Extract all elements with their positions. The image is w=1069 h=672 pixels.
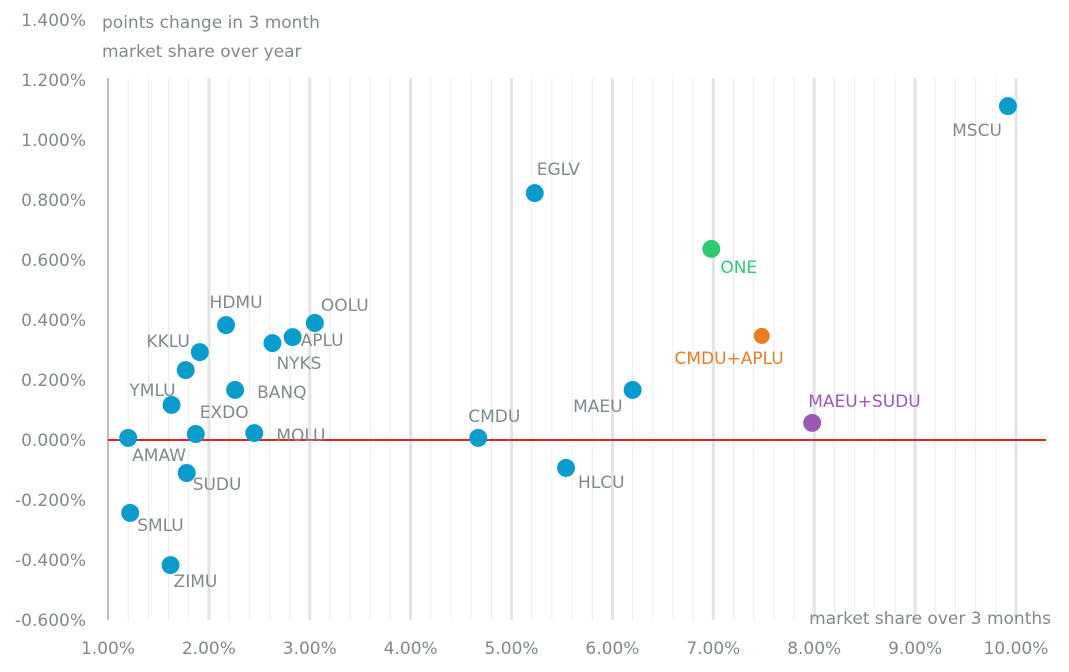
data-point-aplu <box>283 328 302 347</box>
point-label: NYKS <box>276 354 321 374</box>
point-label: HLCU <box>578 473 625 493</box>
x-tick-label: 5.00% <box>485 639 539 659</box>
data-point-mscu <box>998 97 1017 116</box>
data-point-hdmu <box>217 316 236 335</box>
data-point-molu <box>245 424 264 443</box>
point-label: SMLU <box>137 516 184 536</box>
data-point-amaw <box>119 428 138 447</box>
x-tick-label: 6.00% <box>585 639 639 659</box>
x-tick-label: 8.00% <box>787 639 841 659</box>
y-tick-label: 0.800% <box>21 191 86 211</box>
point-label: APLU <box>301 331 344 351</box>
point-label: ZIMU <box>174 572 218 592</box>
data-point-kklu <box>190 343 209 362</box>
y-tick-label: 0.000% <box>21 431 86 451</box>
gridlines <box>127 78 1018 620</box>
point-label: AMAW <box>132 446 186 466</box>
point-label: BANQ <box>257 383 306 403</box>
point-label: EXDO <box>200 403 249 423</box>
x-tick-label: 4.00% <box>384 639 438 659</box>
data-point-cmdu <box>469 428 488 447</box>
point-label: KKLU <box>146 332 189 352</box>
y-tick-label: 0.600% <box>21 251 86 271</box>
data-points: MSCU EGLV ONE CMDU+APLU MAEU+SUDU MAEU CMDU HLC… <box>119 97 1017 592</box>
data-point-hlcu <box>557 458 576 477</box>
point-label: YMLU <box>128 381 175 401</box>
data-point-maeu-sudu <box>803 413 822 432</box>
x-tick-label: 9.00% <box>888 639 942 659</box>
x-axis-ticks: 1.00% 2.00% 3.00% 4.00% 5.00% 6.00% 7.00% 8.00%… <box>81 639 1048 659</box>
y-tick-label: -0.400% <box>15 551 86 571</box>
data-point-sudu <box>177 464 196 482</box>
point-label: MOLU <box>276 426 325 446</box>
data-point-eglv <box>525 184 544 203</box>
data-point-cmdu-aplu <box>753 327 770 344</box>
point-label: MSCU <box>952 121 1002 141</box>
data-point-smlu <box>121 503 140 522</box>
x-tick-label: 3.00% <box>283 639 337 659</box>
point-label: ONE <box>720 258 757 278</box>
y-axis-title-line1: points change in 3 month <box>102 13 320 33</box>
point-label: CMDU <box>468 407 520 427</box>
x-tick-label: 7.00% <box>686 639 740 659</box>
y-tick-label: 1.200% <box>21 71 86 91</box>
point-label: CMDU+APLU <box>674 349 783 369</box>
x-tick-label: 1.00% <box>81 639 135 659</box>
y-tick-label: -0.600% <box>15 611 86 631</box>
point-label: EGLV <box>537 160 581 180</box>
point-label: MAEU+SUDU <box>808 392 921 412</box>
point-label: HDMU <box>210 293 263 313</box>
y-axis-title-line2: market share over year <box>102 42 302 62</box>
data-point-oolu <box>305 314 324 332</box>
x-tick-label: 10.00% <box>984 639 1049 659</box>
point-label: MAEU <box>573 397 622 417</box>
data-point-exdo <box>186 425 205 443</box>
y-tick-label: 0.400% <box>21 311 86 331</box>
data-point-nyks <box>263 334 282 353</box>
data-point <box>176 361 195 380</box>
point-label: OOLU <box>321 296 369 316</box>
data-point-maeu <box>623 380 642 399</box>
x-axis-title: market share over 3 months <box>809 609 1051 629</box>
data-point-ymlu <box>162 395 181 414</box>
point-label: SUDU <box>193 475 242 495</box>
y-tick-label: -0.200% <box>15 491 86 511</box>
y-axis-ticks: -0.600% -0.400% -0.200% 0.000% 0.200% 0.400% 0… <box>15 11 86 631</box>
y-tick-label: 1.400% <box>21 11 86 31</box>
data-point-one <box>702 239 721 258</box>
x-tick-label: 2.00% <box>182 639 236 659</box>
y-tick-label: 0.200% <box>21 371 86 391</box>
y-tick-label: 1.000% <box>21 131 86 151</box>
data-point-banq <box>226 380 245 399</box>
data-point-zimu <box>161 556 180 575</box>
